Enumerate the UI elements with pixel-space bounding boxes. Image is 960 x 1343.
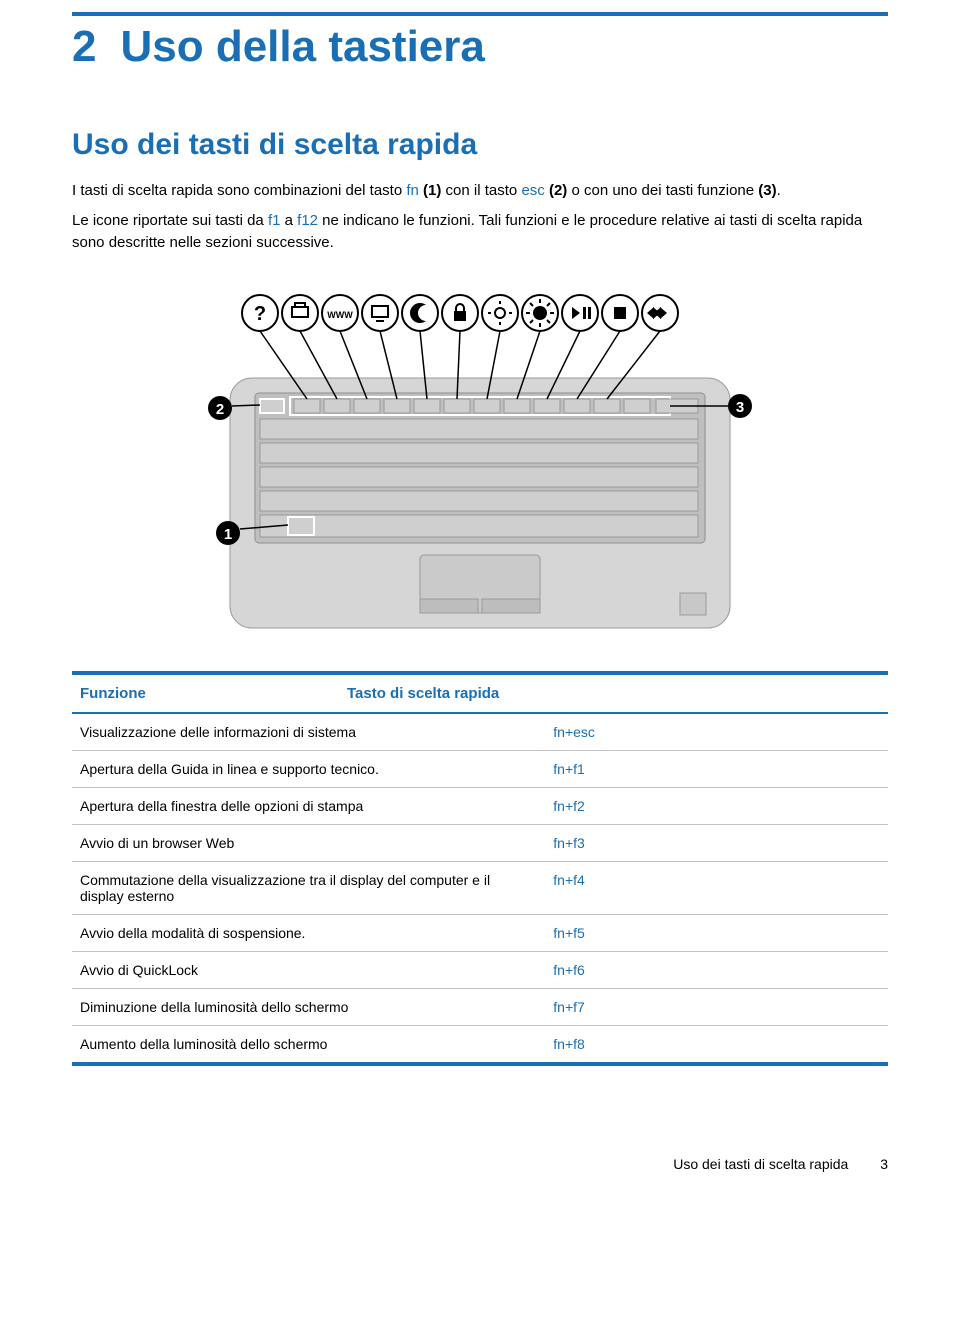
table-row: Avvio della modalità di sospensione.fn+f… [72,915,888,952]
chapter-header: 2 Uso della tastiera [72,22,888,72]
table-row: Commutazione della visualizzazione tra i… [72,862,888,915]
footer-text: Uso dei tasti di scelta rapida [673,1156,848,1172]
text: Le icone riportate sui tasti da [72,212,268,229]
text: I tasti di scelta rapida sono combinazio… [72,182,406,199]
table-row: Avvio di QuickLockfn+f6 [72,952,888,989]
section-title: Uso dei tasti di scelta rapida [72,128,888,162]
table-cell-funzione: Avvio di un browser Web [72,825,545,862]
key-f12: f12 [297,212,318,229]
table-row: Aumento della luminosità dello schermofn… [72,1026,888,1063]
key-fn: fn [406,182,419,199]
table-row: Diminuzione della luminosità dello scher… [72,989,888,1026]
table-cell-hotkey: fn+f2 [545,788,888,825]
table-cell-funzione: Aumento della luminosità dello schermo [72,1026,545,1063]
table-cell-hotkey: fn+f4 [545,862,888,915]
svg-text:1: 1 [224,526,232,543]
table-cell-funzione: Apertura della finestra delle opzioni di… [72,788,545,825]
text: o con uno dei tasti funzione [567,182,758,199]
table-bottom-rule [72,1062,888,1066]
table-cell-hotkey: fn+f1 [545,751,888,788]
table-cell-funzione: Apertura della Guida in linea e supporto… [72,751,545,788]
page-footer: Uso dei tasti di scelta rapida 3 [72,1156,888,1172]
table-cell-hotkey: fn+f6 [545,952,888,989]
svg-text:3: 3 [736,399,744,416]
svg-text:?: ? [254,303,266,325]
top-rule [72,12,888,16]
text: con il tasto [441,182,521,199]
table-row: Apertura della finestra delle opzioni di… [72,788,888,825]
intro-paragraph-1: I tasti di scelta rapida sono combinazio… [72,180,888,202]
page-number: 3 [880,1156,888,1172]
table-cell-hotkey: fn+esc [545,714,888,751]
table-row: Avvio di un browser Webfn+f3 [72,825,888,862]
text: . [777,182,781,199]
key-f1: f1 [268,212,281,229]
svg-text:2: 2 [216,401,224,418]
table-cell-hotkey: fn+f8 [545,1026,888,1063]
table-cell-funzione: Avvio di QuickLock [72,952,545,989]
table-cell-hotkey: fn+f7 [545,989,888,1026]
table-header-funzione: Funzione [72,675,339,712]
callout-ref-2: (2) [549,182,567,199]
key-esc: esc [521,182,544,199]
table-row: Apertura della Guida in linea e supporto… [72,751,888,788]
callout-ref-3: (3) [758,182,776,199]
chapter-number: 2 [72,22,96,72]
keyboard-svg: ? WWW [160,273,800,643]
table-cell-hotkey: fn+f5 [545,915,888,952]
table-cell-hotkey: fn+f3 [545,825,888,862]
keyboard-figure: ? WWW [72,273,888,643]
chapter-title: Uso della tastiera [120,22,484,72]
intro-paragraph-2: Le icone riportate sui tasti da f1 a f12… [72,210,888,254]
table-cell-funzione: Commutazione della visualizzazione tra i… [72,862,545,915]
callout-ref-1: (1) [423,182,441,199]
svg-text:WWW: WWW [327,310,353,320]
table-cell-funzione: Diminuzione della luminosità dello scher… [72,989,545,1026]
table-header-tasto: Tasto di scelta rapida [339,675,888,712]
table-cell-funzione: Visualizzazione delle informazioni di si… [72,714,545,751]
table-row: Visualizzazione delle informazioni di si… [72,714,888,751]
table-cell-funzione: Avvio della modalità di sospensione. [72,915,545,952]
text: a [280,212,297,229]
hotkeys-table: Funzione Tasto di scelta rapida Visualiz… [72,671,888,1066]
